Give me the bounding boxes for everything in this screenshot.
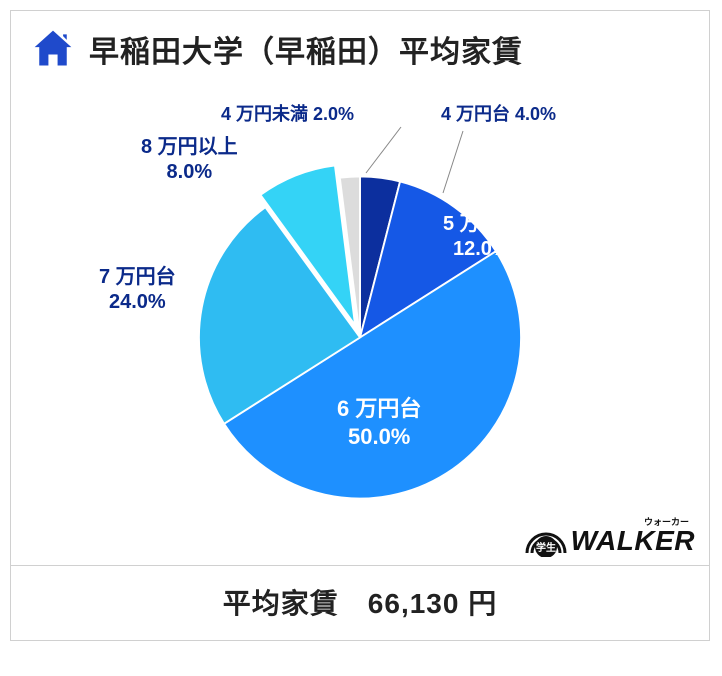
footer-text: 平均家賃 66,130 円	[223, 588, 497, 619]
label-7man-pct: 24.0%	[109, 291, 166, 313]
label-4man-pct: 4.0%	[515, 104, 556, 124]
label-8plus-pct: 8.0%	[167, 161, 213, 183]
label-5man-pct: 12.0%	[453, 238, 510, 260]
logo-ruby: ウォーカー	[644, 515, 689, 528]
label-under4: 4 万円未満 2.0%	[221, 103, 354, 126]
footer-value: 66,130 円	[368, 588, 497, 619]
label-6man-pct: 50.0%	[348, 424, 410, 449]
label-under4-name: 4 万円未満	[221, 104, 308, 124]
page-title: 早稲田大学（早稲田）平均家賃	[89, 27, 523, 71]
house-icon	[31, 27, 75, 71]
logo-badge-text: 学生	[536, 541, 556, 554]
brand-logo: ウォーカー 学生 WALKER	[523, 517, 695, 557]
label-4man: 4 万円台 4.0%	[441, 103, 556, 126]
label-7man-name: 7 万円台	[99, 266, 176, 288]
label-5man-name: 5 万円台	[443, 213, 520, 235]
label-8plus: 8 万円以上 8.0%	[141, 135, 238, 185]
label-7man: 7 万円台 24.0%	[99, 265, 176, 315]
footer-bar: 平均家賃 66,130 円	[11, 565, 709, 640]
infographic-card: 早稲田大学（早稲田）平均家賃 4 万円未満 2.0% 4 万円台 4.0% 8 …	[10, 10, 710, 641]
label-8plus-name: 8 万円以上	[141, 136, 238, 158]
footer-label: 平均家賃	[223, 588, 339, 619]
leader-lines	[11, 75, 709, 565]
header: 早稲田大学（早稲田）平均家賃	[11, 11, 709, 75]
pie-chart: 4 万円未満 2.0% 4 万円台 4.0% 8 万円以上 8.0% 7 万円台…	[11, 75, 709, 565]
label-under4-pct: 2.0%	[313, 104, 354, 124]
logo-arc-icon: 学生	[523, 517, 569, 557]
label-4man-name: 4 万円台	[441, 104, 510, 124]
label-6man: 6 万円台 50.0%	[337, 395, 421, 450]
label-5man: 5 万円台 12.0%	[443, 212, 520, 262]
logo-word: WALKER	[571, 525, 695, 557]
label-6man-name: 6 万円台	[337, 396, 421, 421]
